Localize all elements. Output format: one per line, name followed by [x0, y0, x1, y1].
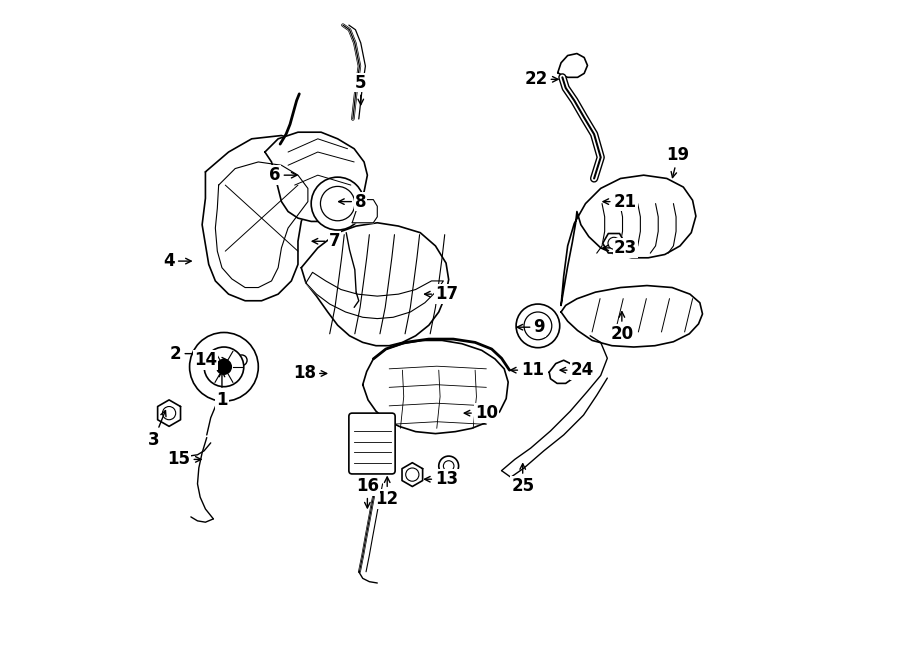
Circle shape [311, 177, 364, 230]
Circle shape [516, 304, 560, 348]
Polygon shape [265, 132, 367, 221]
Text: 1: 1 [216, 371, 228, 409]
Text: 17: 17 [425, 285, 458, 303]
Text: 10: 10 [464, 404, 498, 422]
Polygon shape [561, 286, 703, 347]
Text: 18: 18 [293, 364, 327, 383]
Text: 19: 19 [667, 146, 689, 178]
Circle shape [217, 360, 231, 374]
Text: 3: 3 [148, 410, 166, 449]
Text: 6: 6 [269, 166, 297, 184]
Polygon shape [603, 233, 625, 253]
Text: 2: 2 [170, 344, 204, 363]
Text: 22: 22 [525, 70, 558, 89]
FancyBboxPatch shape [349, 413, 395, 474]
Text: 16: 16 [356, 477, 379, 508]
Text: 15: 15 [167, 450, 201, 469]
Text: 11: 11 [510, 361, 544, 379]
Polygon shape [302, 223, 449, 346]
Text: 20: 20 [610, 312, 634, 343]
Polygon shape [402, 463, 423, 486]
Circle shape [204, 347, 244, 387]
Polygon shape [561, 175, 696, 305]
Polygon shape [549, 360, 574, 383]
Polygon shape [363, 340, 508, 434]
Circle shape [439, 456, 459, 476]
Text: 9: 9 [518, 318, 545, 336]
Polygon shape [306, 272, 444, 319]
Polygon shape [202, 136, 331, 301]
Text: 5: 5 [355, 73, 366, 104]
Text: 8: 8 [338, 192, 366, 211]
Text: 21: 21 [603, 192, 636, 211]
Text: 25: 25 [511, 464, 535, 495]
Text: 23: 23 [603, 239, 637, 257]
Text: 24: 24 [560, 361, 594, 379]
Polygon shape [158, 400, 181, 426]
Text: 14: 14 [194, 351, 228, 369]
Text: 4: 4 [163, 252, 191, 270]
Text: 7: 7 [312, 232, 340, 251]
Text: 12: 12 [375, 477, 399, 508]
Text: 13: 13 [425, 470, 458, 488]
Circle shape [190, 332, 258, 401]
Polygon shape [558, 54, 588, 77]
Polygon shape [352, 200, 377, 223]
